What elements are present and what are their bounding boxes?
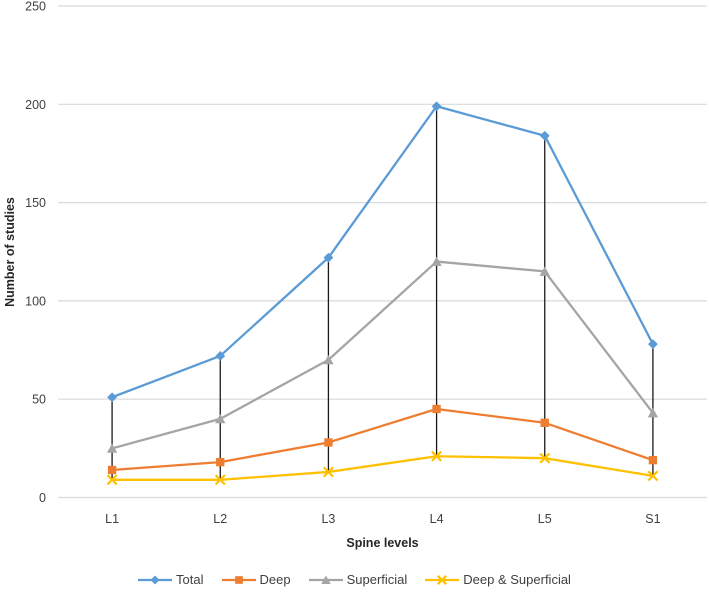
deep-and-superficial-series-marker-icon xyxy=(425,574,460,585)
x-tick-label: L1 xyxy=(105,512,119,526)
series-deep-superficial xyxy=(106,450,659,486)
series-total xyxy=(107,101,658,403)
y-tick-label: 100 xyxy=(25,294,46,308)
total-series-marker-icon xyxy=(138,575,173,584)
x-tick-label: L2 xyxy=(213,512,227,526)
series-superficial xyxy=(106,256,659,453)
deep-series-marker-icon xyxy=(221,575,256,584)
y-tick-labels: 0 50 100 150 200 250 xyxy=(25,0,46,505)
legend-label-deep: Deep xyxy=(259,572,291,587)
y-tick-label: 50 xyxy=(32,393,46,407)
gridlines xyxy=(58,5,707,499)
x-tick-labels: L1 L2 L3 L4 L5 S1 xyxy=(105,512,660,526)
plot-area: 0 50 100 150 200 250 L1 L2 L3 L4 L5 S1 xyxy=(25,0,707,526)
x-tick-label: S1 xyxy=(645,512,660,526)
y-tick-label: 200 xyxy=(25,98,46,112)
x-tick-label: L3 xyxy=(321,512,335,526)
y-tick-label: 0 xyxy=(39,491,46,505)
legend-label-superficial: Superficial xyxy=(346,572,408,587)
legend: Total Deep Superficial Deep & Superficia… xyxy=(0,572,709,587)
x-axis-title: Spine levels xyxy=(346,536,419,550)
x-tick-label: L5 xyxy=(538,512,552,526)
superficial-series-marker-icon xyxy=(308,575,343,584)
legend-label-deep-and-superficial: Deep & Superficial xyxy=(463,572,571,587)
high-low-lines xyxy=(111,106,654,480)
legend-item-deep-and-superficial: Deep & Superficial xyxy=(425,572,571,587)
y-tick-label: 150 xyxy=(25,196,46,210)
y-tick-label: 250 xyxy=(25,0,46,14)
legend-label-total: Total xyxy=(176,572,204,587)
legend-item-total: Total xyxy=(138,572,204,587)
series-deep xyxy=(107,404,658,475)
legend-item-superficial: Superficial xyxy=(308,572,408,587)
legend-item-deep: Deep xyxy=(221,572,291,587)
x-tick-label: L4 xyxy=(430,512,444,526)
